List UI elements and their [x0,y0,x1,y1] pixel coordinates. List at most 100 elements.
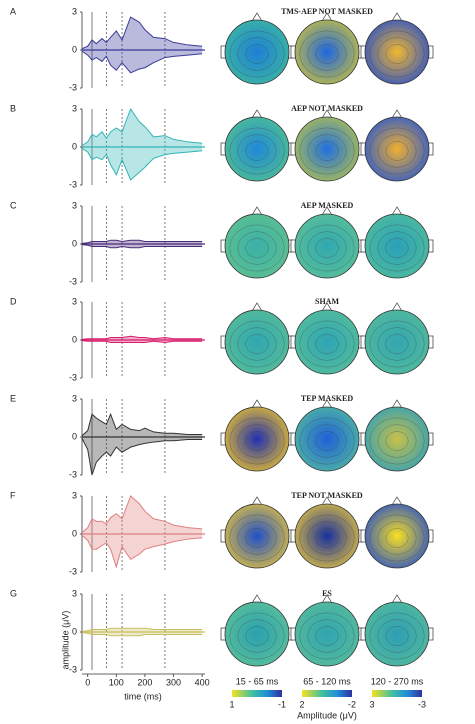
panel-letter: A [10,6,16,16]
nose [391,399,403,409]
contour [377,134,417,168]
trace [81,627,203,632]
topomap [364,19,430,85]
nose [251,594,263,604]
contour [299,30,355,78]
nose [391,206,403,216]
nose [391,109,403,119]
panel-title: ES [322,589,332,598]
topomap [294,116,360,182]
y-tick-label: 3 [72,490,77,500]
contour [315,238,339,258]
contour [385,238,409,258]
nose [251,12,263,22]
nose [391,496,403,506]
y-tick-label: 0 [72,238,77,248]
contour [377,424,417,458]
envelope-area [82,496,203,567]
y-tick-label: 0 [72,528,77,538]
contour [369,514,425,562]
contour [229,514,285,562]
colorbar-tick: 1 [229,699,234,709]
panel-letter: F [10,490,16,500]
nose [391,12,403,22]
nose [321,399,333,409]
panel-letter: E [10,393,16,403]
y-tick-label: -3 [69,179,77,189]
y-axis-label: amplitude (μV) [60,611,70,670]
contour [307,424,347,458]
trace [81,534,203,569]
panel-title: SHAM [315,297,339,306]
contour [369,320,425,368]
contour [245,334,269,354]
contour [377,521,417,555]
y-tick-label: -3 [69,82,77,92]
panel-letter: B [10,103,16,113]
topomap [224,213,290,279]
y-tick-label: 3 [72,200,77,210]
contour [307,521,347,555]
y-tick-label: -3 [69,372,77,382]
envelope-area [82,414,203,475]
topomap [294,213,360,279]
contour [237,134,277,168]
contour [245,238,269,258]
contour [245,626,269,646]
y-tick-label: 0 [72,44,77,54]
topomap [294,19,360,85]
trace [81,107,203,147]
envelope-area [82,17,203,73]
envelope-area [82,109,203,180]
nose [321,109,333,119]
contour [315,626,339,646]
nose [391,302,403,312]
contour [245,141,269,161]
contour [245,431,269,451]
y-tick-label: -3 [69,276,77,286]
trace [81,340,203,344]
contour [299,224,355,272]
nose [391,594,403,604]
y-tick-label: 3 [72,6,77,16]
contour [245,44,269,64]
contour [307,619,347,653]
topomap [224,19,290,85]
contour [299,127,355,175]
trace [81,632,203,637]
colorbar [302,690,352,697]
y-tick-label: 3 [72,296,77,306]
contour [369,612,425,660]
panel-title: AEP MASKED [301,201,354,210]
contour [315,334,339,354]
contour [229,612,285,660]
topomap [224,601,290,667]
contour [369,417,425,465]
colorbar-tick: -1 [278,699,286,709]
colorbar-tick: -3 [418,699,426,709]
topomap [364,213,430,279]
y-tick-label: -3 [69,664,77,674]
colorbar-label: 15 - 65 ms [236,676,279,686]
contour [315,431,339,451]
trace [81,147,203,181]
nose [251,302,263,312]
topomap [294,503,360,569]
nose [251,496,263,506]
trace [81,50,203,74]
contour [229,320,285,368]
contour [385,626,409,646]
x-tick-label: 100 [109,677,124,687]
contour [315,44,339,64]
topomap [224,309,290,375]
colorbar-label: 120 - 270 ms [371,676,424,686]
y-tick-label: 0 [72,626,77,636]
x-axis-label: time (ms) [124,691,162,701]
nose [251,109,263,119]
x-tick-label: 300 [166,677,181,687]
contour [237,231,277,265]
colorbar-tick: -2 [348,699,356,709]
trace [81,495,203,534]
y-tick-label: 3 [72,103,77,113]
nose [321,594,333,604]
